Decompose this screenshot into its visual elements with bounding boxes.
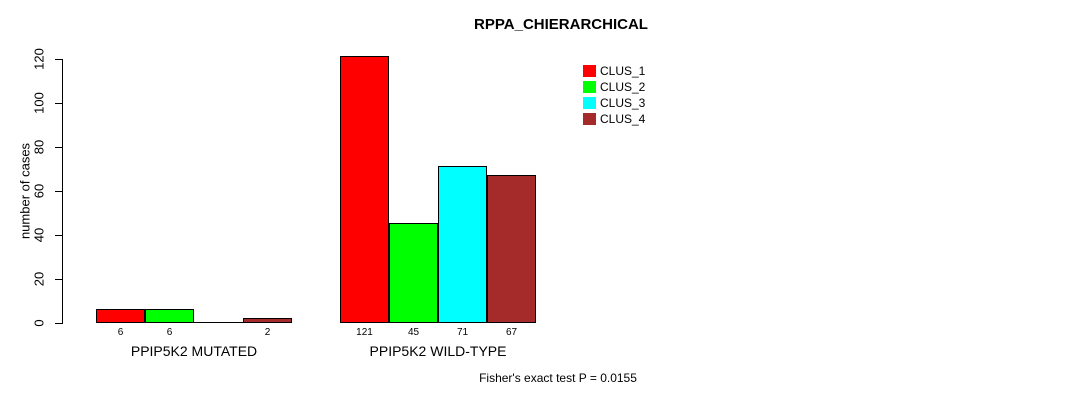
y-tick-label: 80 — [31, 139, 47, 155]
bar-value-label: 71 — [456, 327, 469, 338]
legend-label: CLUS_3 — [600, 96, 646, 110]
legend-swatch-CLUS_3 — [583, 97, 596, 109]
y-tick-mark — [55, 235, 62, 236]
y-tick-label: 20 — [31, 271, 47, 287]
bar-CLUS_2 — [389, 223, 438, 323]
group-label: PPIP5K2 WILD-TYPE — [369, 343, 507, 359]
legend-swatch-CLUS_4 — [583, 113, 596, 125]
group-label: PPIP5K2 MUTATED — [130, 343, 258, 359]
y-tick-mark — [55, 59, 62, 60]
bar-value-label: 121 — [356, 327, 373, 338]
bar-value-label: 67 — [505, 327, 518, 338]
y-tick-label: 60 — [31, 183, 47, 199]
bar-value-label: 45 — [407, 327, 420, 338]
legend-label: CLUS_2 — [600, 80, 646, 94]
y-tick-label: 0 — [31, 319, 47, 327]
y-tick-mark — [55, 147, 62, 148]
legend-item-CLUS_4: CLUS_4 — [583, 111, 645, 127]
y-tick-mark — [55, 279, 62, 280]
y-tick-mark — [55, 191, 62, 192]
y-tick-mark — [55, 323, 62, 324]
legend-item-CLUS_1: CLUS_1 — [583, 63, 645, 79]
bar-value-label: 6 — [117, 327, 124, 338]
bar-value-label: 2 — [264, 327, 271, 338]
y-tick-label: 120 — [31, 48, 47, 70]
legend-swatch-CLUS_2 — [583, 81, 596, 93]
bar-CLUS_3 — [438, 166, 487, 323]
y-axis-line — [62, 59, 63, 324]
y-tick-mark — [55, 103, 62, 104]
bar-CLUS_1 — [96, 309, 145, 323]
bar-value-label: 6 — [166, 327, 173, 338]
bar-CLUS_4 — [487, 175, 536, 323]
bar-CLUS_1 — [340, 56, 389, 323]
legend-label: CLUS_1 — [600, 64, 646, 78]
bar-CLUS_3-zero — [194, 322, 243, 323]
bar-CLUS_2 — [145, 309, 194, 323]
legend-item-CLUS_2: CLUS_2 — [583, 79, 645, 95]
legend: CLUS_1 CLUS_2 CLUS_3 CLUS_4 — [583, 63, 645, 127]
legend-item-CLUS_3: CLUS_3 — [583, 95, 645, 111]
legend-swatch-CLUS_1 — [583, 65, 596, 77]
bar-CLUS_4 — [243, 318, 292, 323]
y-tick-label: 100 — [31, 92, 47, 114]
chart-title: RPPA_CHIERARCHICAL — [474, 16, 648, 33]
y-axis-label: number of cases — [17, 142, 33, 240]
fisher-test-note: Fisher's exact test P = 0.0155 — [479, 371, 637, 385]
y-tick-label: 40 — [31, 227, 47, 243]
legend-label: CLUS_4 — [600, 112, 646, 126]
